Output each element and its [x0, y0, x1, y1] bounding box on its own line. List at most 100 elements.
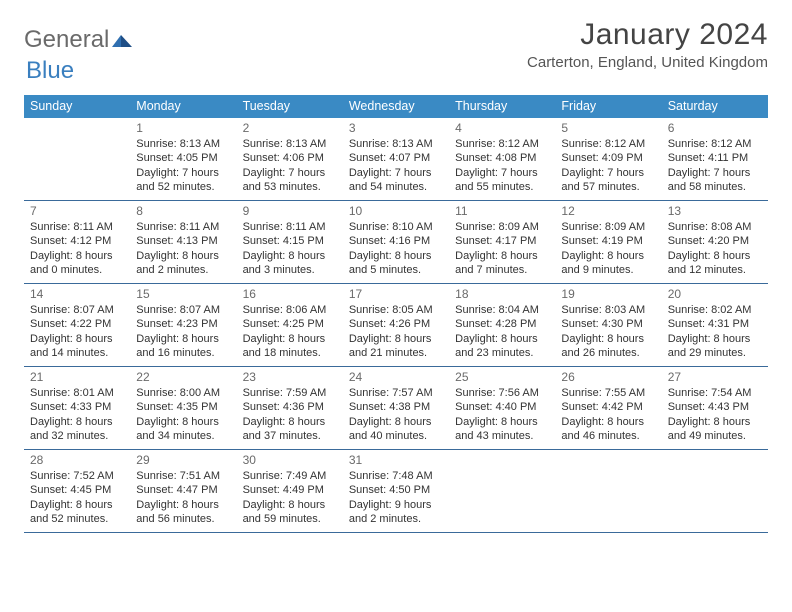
- calendar-day-cell: 19Sunrise: 8:03 AMSunset: 4:30 PMDayligh…: [555, 284, 661, 366]
- calendar-day-cell: 30Sunrise: 7:49 AMSunset: 4:49 PMDayligh…: [237, 450, 343, 532]
- sunset-text: Sunset: 4:49 PM: [243, 483, 337, 497]
- sunrise-text: Sunrise: 8:09 AM: [561, 220, 655, 234]
- daylight-text: Daylight: 7 hours and 54 minutes.: [349, 166, 443, 194]
- daylight-text: Daylight: 8 hours and 43 minutes.: [455, 415, 549, 443]
- calendar-day-cell: 13Sunrise: 8:08 AMSunset: 4:20 PMDayligh…: [662, 201, 768, 283]
- calendar-day-cell: [24, 118, 130, 200]
- sunrise-text: Sunrise: 8:13 AM: [136, 137, 230, 151]
- calendar-day-cell: 26Sunrise: 7:55 AMSunset: 4:42 PMDayligh…: [555, 367, 661, 449]
- sunrise-text: Sunrise: 8:10 AM: [349, 220, 443, 234]
- sunset-text: Sunset: 4:17 PM: [455, 234, 549, 248]
- brand-logo: General: [24, 18, 132, 54]
- daylight-text: Daylight: 8 hours and 3 minutes.: [243, 249, 337, 277]
- calendar-week-row: 7Sunrise: 8:11 AMSunset: 4:12 PMDaylight…: [24, 201, 768, 284]
- day-number: 20: [668, 287, 762, 302]
- daylight-text: Daylight: 8 hours and 34 minutes.: [136, 415, 230, 443]
- sunset-text: Sunset: 4:40 PM: [455, 400, 549, 414]
- sunrise-text: Sunrise: 8:02 AM: [668, 303, 762, 317]
- sunset-text: Sunset: 4:20 PM: [668, 234, 762, 248]
- calendar-week-row: 21Sunrise: 8:01 AMSunset: 4:33 PMDayligh…: [24, 367, 768, 450]
- logo-word-1: General: [24, 26, 109, 54]
- day-number: 17: [349, 287, 443, 302]
- daylight-text: Daylight: 8 hours and 9 minutes.: [561, 249, 655, 277]
- sunrise-text: Sunrise: 8:13 AM: [243, 137, 337, 151]
- logo-mark-icon: [112, 26, 132, 40]
- day-number: 10: [349, 204, 443, 219]
- sunrise-text: Sunrise: 8:11 AM: [243, 220, 337, 234]
- day-number: 21: [30, 370, 124, 385]
- day-number: 16: [243, 287, 337, 302]
- weekday-header-row: Sunday Monday Tuesday Wednesday Thursday…: [24, 95, 768, 118]
- daylight-text: Daylight: 9 hours and 2 minutes.: [349, 498, 443, 526]
- calendar-day-cell: 18Sunrise: 8:04 AMSunset: 4:28 PMDayligh…: [449, 284, 555, 366]
- sunset-text: Sunset: 4:42 PM: [561, 400, 655, 414]
- calendar-day-cell: 11Sunrise: 8:09 AMSunset: 4:17 PMDayligh…: [449, 201, 555, 283]
- day-number: 3: [349, 121, 443, 136]
- daylight-text: Daylight: 8 hours and 23 minutes.: [455, 332, 549, 360]
- calendar-day-cell: 17Sunrise: 8:05 AMSunset: 4:26 PMDayligh…: [343, 284, 449, 366]
- day-number: 12: [561, 204, 655, 219]
- calendar-day-cell: 5Sunrise: 8:12 AMSunset: 4:09 PMDaylight…: [555, 118, 661, 200]
- sunrise-text: Sunrise: 8:05 AM: [349, 303, 443, 317]
- day-number: 2: [243, 121, 337, 136]
- daylight-text: Daylight: 8 hours and 16 minutes.: [136, 332, 230, 360]
- sunrise-text: Sunrise: 7:59 AM: [243, 386, 337, 400]
- month-title: January 2024: [527, 18, 768, 52]
- daylight-text: Daylight: 8 hours and 2 minutes.: [136, 249, 230, 277]
- day-number: 31: [349, 453, 443, 468]
- daylight-text: Daylight: 8 hours and 7 minutes.: [455, 249, 549, 277]
- day-number: 23: [243, 370, 337, 385]
- day-number: 27: [668, 370, 762, 385]
- sunrise-text: Sunrise: 8:09 AM: [455, 220, 549, 234]
- calendar-week-row: 1Sunrise: 8:13 AMSunset: 4:05 PMDaylight…: [24, 118, 768, 201]
- day-number: 8: [136, 204, 230, 219]
- calendar-day-cell: 15Sunrise: 8:07 AMSunset: 4:23 PMDayligh…: [130, 284, 236, 366]
- calendar-day-cell: 8Sunrise: 8:11 AMSunset: 4:13 PMDaylight…: [130, 201, 236, 283]
- sunrise-text: Sunrise: 8:12 AM: [561, 137, 655, 151]
- calendar-day-cell: 21Sunrise: 8:01 AMSunset: 4:33 PMDayligh…: [24, 367, 130, 449]
- sunset-text: Sunset: 4:09 PM: [561, 151, 655, 165]
- day-number: 13: [668, 204, 762, 219]
- calendar-day-cell: 3Sunrise: 8:13 AMSunset: 4:07 PMDaylight…: [343, 118, 449, 200]
- logo-word-2: Blue: [26, 57, 74, 85]
- weekday-header: Wednesday: [343, 95, 449, 118]
- day-number: 18: [455, 287, 549, 302]
- sunset-text: Sunset: 4:11 PM: [668, 151, 762, 165]
- calendar-day-cell: 1Sunrise: 8:13 AMSunset: 4:05 PMDaylight…: [130, 118, 236, 200]
- calendar-day-cell: 16Sunrise: 8:06 AMSunset: 4:25 PMDayligh…: [237, 284, 343, 366]
- sunrise-text: Sunrise: 8:00 AM: [136, 386, 230, 400]
- calendar-day-cell: 7Sunrise: 8:11 AMSunset: 4:12 PMDaylight…: [24, 201, 130, 283]
- daylight-text: Daylight: 8 hours and 32 minutes.: [30, 415, 124, 443]
- sunset-text: Sunset: 4:36 PM: [243, 400, 337, 414]
- daylight-text: Daylight: 8 hours and 37 minutes.: [243, 415, 337, 443]
- weekday-header: Friday: [555, 95, 661, 118]
- sunrise-text: Sunrise: 8:13 AM: [349, 137, 443, 151]
- daylight-text: Daylight: 7 hours and 55 minutes.: [455, 166, 549, 194]
- day-number: 24: [349, 370, 443, 385]
- weekday-header: Saturday: [662, 95, 768, 118]
- day-number: 4: [455, 121, 549, 136]
- sunset-text: Sunset: 4:25 PM: [243, 317, 337, 331]
- day-number: 25: [455, 370, 549, 385]
- calendar-day-cell: 9Sunrise: 8:11 AMSunset: 4:15 PMDaylight…: [237, 201, 343, 283]
- sunrise-text: Sunrise: 7:52 AM: [30, 469, 124, 483]
- daylight-text: Daylight: 8 hours and 52 minutes.: [30, 498, 124, 526]
- sunrise-text: Sunrise: 8:04 AM: [455, 303, 549, 317]
- calendar-day-cell: [662, 450, 768, 532]
- sunset-text: Sunset: 4:31 PM: [668, 317, 762, 331]
- sunrise-text: Sunrise: 7:57 AM: [349, 386, 443, 400]
- sunrise-text: Sunrise: 8:12 AM: [455, 137, 549, 151]
- sunset-text: Sunset: 4:22 PM: [30, 317, 124, 331]
- calendar-day-cell: 23Sunrise: 7:59 AMSunset: 4:36 PMDayligh…: [237, 367, 343, 449]
- daylight-text: Daylight: 8 hours and 14 minutes.: [30, 332, 124, 360]
- daylight-text: Daylight: 7 hours and 58 minutes.: [668, 166, 762, 194]
- sunrise-text: Sunrise: 7:51 AM: [136, 469, 230, 483]
- sunset-text: Sunset: 4:28 PM: [455, 317, 549, 331]
- sunset-text: Sunset: 4:50 PM: [349, 483, 443, 497]
- sunset-text: Sunset: 4:16 PM: [349, 234, 443, 248]
- daylight-text: Daylight: 8 hours and 5 minutes.: [349, 249, 443, 277]
- sunset-text: Sunset: 4:05 PM: [136, 151, 230, 165]
- sunset-text: Sunset: 4:19 PM: [561, 234, 655, 248]
- sunset-text: Sunset: 4:26 PM: [349, 317, 443, 331]
- calendar-day-cell: [555, 450, 661, 532]
